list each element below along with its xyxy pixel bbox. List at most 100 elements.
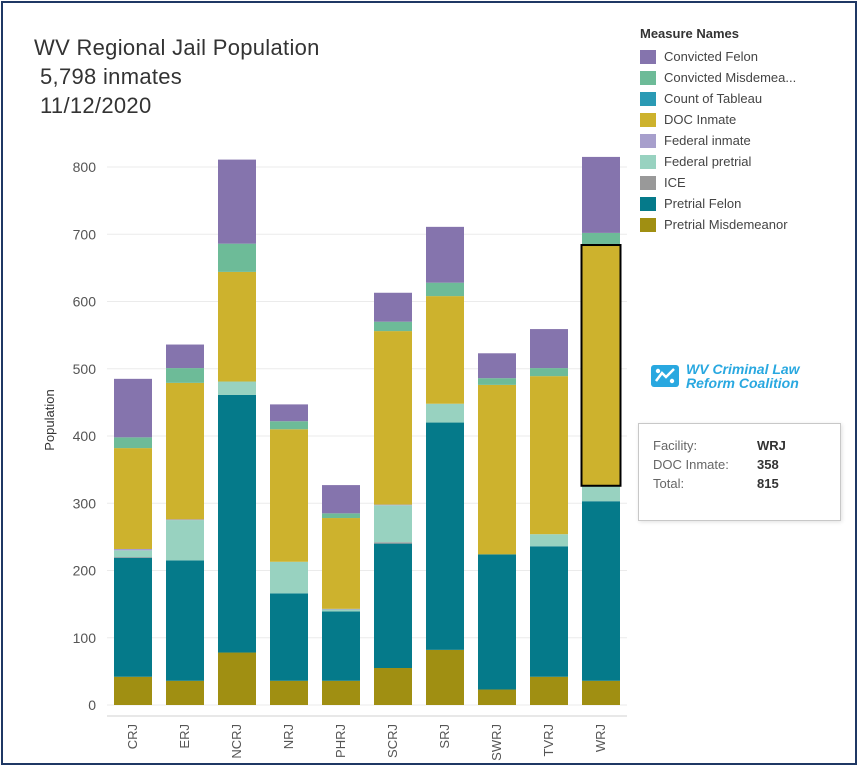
tooltip: Facility: WRJ DOC Inmate: 358 Total: 815 [638, 423, 841, 521]
legend-item[interactable]: DOC Inmate [640, 109, 840, 130]
legend-swatch [640, 49, 656, 64]
bar-segment[interactable]: SCRJ · Federal pretrial: 55 [374, 505, 412, 543]
bar-segment[interactable]: NCRJ · Convicted Misdemeanor: 42 [218, 243, 256, 272]
tooltip-facility-label: Facility: [653, 438, 698, 453]
x-tick-label: TVRJ [541, 724, 556, 757]
bar-segment[interactable]: SRJ · Convicted Felon: 83 [426, 226, 464, 283]
bar-segment[interactable]: PHRJ · Federal pretrial: 3 [322, 609, 360, 612]
bar-segment[interactable]: ERJ · Pretrial Felon: 179 [166, 560, 204, 681]
tooltip-measure-value: 358 [757, 457, 779, 472]
x-tick-label: NRJ [281, 724, 296, 749]
bar-segment[interactable]: SCRJ · Pretrial Felon: 185 [374, 543, 412, 669]
bar-segment[interactable]: NRJ · Convicted Felon: 25 [270, 404, 308, 422]
bar-segment[interactable]: ERJ · Pretrial Misdemeanor: 36 [166, 680, 204, 705]
legend-item[interactable]: Federal pretrial [640, 151, 840, 172]
bar-segment[interactable]: SCRJ · Convicted Felon: 43 [374, 292, 412, 322]
bar-segment[interactable]: WRJ · Federal pretrial: 23 [582, 485, 620, 502]
bar-segment[interactable]: PHRJ · Convicted Misdemeanor: 7 [322, 513, 360, 519]
bar-segment[interactable]: TVRJ · DOC Inmate: 235 [530, 376, 568, 535]
bar-segment[interactable]: CRJ · Convicted Felon: 87 [114, 378, 152, 438]
bar-segment[interactable]: NCRJ · DOC Inmate: 163 [218, 271, 256, 382]
bar-segment[interactable]: WRJ · DOC Inmate: 358 [582, 245, 620, 486]
x-tick-label: WRJ [593, 724, 608, 752]
chart-subtitle-inmates: 5,798 inmates [40, 64, 183, 89]
bar-segment[interactable]: SWRJ · Convicted Felon: 37 [478, 353, 516, 379]
legend-item[interactable]: Pretrial Felon [640, 193, 840, 214]
bar-segment[interactable]: SCRJ · ICE: 2 [374, 542, 412, 544]
bar-segment[interactable]: SRJ · Pretrial Felon: 338 [426, 422, 464, 650]
bar-segment[interactable]: SCRJ · DOC Inmate: 258 [374, 331, 412, 505]
bar-segment[interactable]: WRJ · Convicted Misdemeanor: 18 [582, 232, 620, 246]
bar-segment[interactable]: SCRJ · Convicted Misdemeanor: 14 [374, 321, 412, 332]
chart-subtitle-date: 11/12/2020 [40, 93, 152, 118]
bar-segment[interactable]: PHRJ · DOC Inmate: 135 [322, 518, 360, 609]
bar-segment[interactable]: TVRJ · Pretrial Misdemeanor: 42 [530, 676, 568, 705]
chart-title: WV Regional Jail Population [34, 35, 320, 60]
bar-segment[interactable]: SRJ · DOC Inmate: 160 [426, 296, 464, 404]
bar-segment[interactable]: SCRJ · Pretrial Misdemeanor: 55 [374, 668, 412, 705]
bar-segment[interactable]: SRJ · Pretrial Misdemeanor: 82 [426, 649, 464, 705]
bar-segment[interactable]: ERJ · Federal inmate: 1 [166, 519, 204, 521]
bar-segment[interactable]: SWRJ · DOC Inmate: 252 [478, 384, 516, 555]
puzzle-logo-icon [651, 365, 679, 387]
legend-item[interactable]: Federal inmate [640, 130, 840, 151]
tooltip-row-facility: Facility: WRJ [653, 436, 840, 455]
legend-swatch [640, 175, 656, 190]
y-tick-label: 100 [73, 630, 97, 646]
bar-segment[interactable]: CRJ · Pretrial Misdemeanor: 42 [114, 676, 152, 705]
bar-segment[interactable]: NCRJ · Pretrial Misdemeanor: 78 [218, 652, 256, 705]
bar-segment[interactable]: CRJ · DOC Inmate: 150 [114, 448, 152, 549]
legend-items: Convicted Felon Convicted Misdemea... Coun… [640, 46, 840, 235]
legend-item[interactable]: ICE [640, 172, 840, 193]
bar-segment[interactable]: CRJ · Federal pretrial: 10 [114, 550, 152, 558]
bar-segment[interactable]: SWRJ · Convicted Misdemeanor: 10 [478, 378, 516, 385]
bar-segment[interactable]: CRJ · Pretrial Felon: 177 [114, 557, 152, 677]
bar-segment[interactable]: PHRJ · Convicted Felon: 42 [322, 485, 360, 514]
legend-swatch [640, 154, 656, 169]
bar-segment[interactable]: ERJ · Convicted Felon: 35 [166, 344, 204, 369]
bar-segment[interactable]: SWRJ · Pretrial Felon: 201 [478, 554, 516, 690]
bar-segment[interactable]: WRJ · Convicted Felon: 113 [582, 156, 620, 233]
bar-segment[interactable]: TVRJ · Federal pretrial: 18 [530, 534, 568, 547]
legend-title: Measure Names [640, 26, 739, 41]
legend-label: Federal inmate [664, 133, 751, 148]
bar-segment[interactable]: PHRJ · Pretrial Felon: 103 [322, 611, 360, 681]
x-tick-label: CRJ [125, 724, 140, 749]
bar-segment[interactable]: SRJ · Convicted Misdemeanor: 20 [426, 282, 464, 297]
legend-item[interactable]: Pretrial Misdemeanor [640, 214, 840, 235]
bar-segment[interactable]: NRJ · Pretrial Misdemeanor: 36 [270, 680, 308, 705]
bar-segment[interactable]: NRJ · Pretrial Felon: 130 [270, 593, 308, 681]
x-tick-label: SCRJ [385, 724, 400, 758]
bar-segment[interactable]: ERJ · Convicted Misdemeanor: 22 [166, 368, 204, 383]
bar-segment[interactable]: TVRJ · Convicted Felon: 58 [530, 329, 568, 369]
x-tick-label: ERJ [177, 724, 192, 749]
bar-segment[interactable]: CRJ · ICE: 1 [114, 557, 152, 558]
bar-segment[interactable]: SWRJ · Pretrial Misdemeanor: 23 [478, 689, 516, 705]
bar-segment[interactable]: PHRJ · Pretrial Misdemeanor: 36 [322, 680, 360, 705]
bar-segment[interactable]: TVRJ · Pretrial Felon: 194 [530, 546, 568, 677]
x-tick-label: SWRJ [489, 724, 504, 761]
bar-segment[interactable]: NRJ · Federal pretrial: 47 [270, 561, 308, 594]
legend-item[interactable]: Convicted Misdemea... [640, 67, 840, 88]
bar-segment[interactable]: NCRJ · Convicted Felon: 125 [218, 159, 256, 244]
legend-label: ICE [664, 175, 686, 190]
bar-segment[interactable]: NCRJ · Federal pretrial: 20 [218, 381, 256, 395]
bar-segment[interactable]: CRJ · Federal inmate: 2 [114, 548, 152, 551]
bar-segment[interactable]: TVRJ · Convicted Misdemeanor: 12 [530, 368, 568, 377]
bar-segment[interactable]: SCRJ · Federal inmate: 1 [374, 504, 412, 506]
bar-segment[interactable]: NRJ · Convicted Misdemeanor: 12 [270, 421, 308, 430]
bar-segment[interactable]: ERJ · DOC Inmate: 203 [166, 382, 204, 520]
bar-segment[interactable]: ERJ · Federal pretrial: 60 [166, 520, 204, 561]
legend-item[interactable]: Convicted Felon [640, 46, 840, 67]
legend-item[interactable]: Count of Tableau [640, 88, 840, 109]
bar-segment[interactable]: NRJ · DOC Inmate: 197 [270, 429, 308, 562]
bar-segment[interactable]: WRJ · Pretrial Misdemeanor: 36 [582, 680, 620, 705]
bar-segment[interactable]: NCRJ · Pretrial Felon: 383 [218, 394, 256, 653]
bar-segment[interactable]: WRJ · Pretrial Felon: 267 [582, 501, 620, 681]
bar-segment[interactable]: PHRJ · Federal inmate: 1 [322, 608, 360, 610]
bar-segment[interactable]: SRJ · Federal pretrial: 28 [426, 403, 464, 423]
tooltip-row-measure: DOC Inmate: 358 [653, 455, 840, 474]
bar-segment[interactable]: CRJ · Convicted Misdemeanor: 16 [114, 437, 152, 449]
